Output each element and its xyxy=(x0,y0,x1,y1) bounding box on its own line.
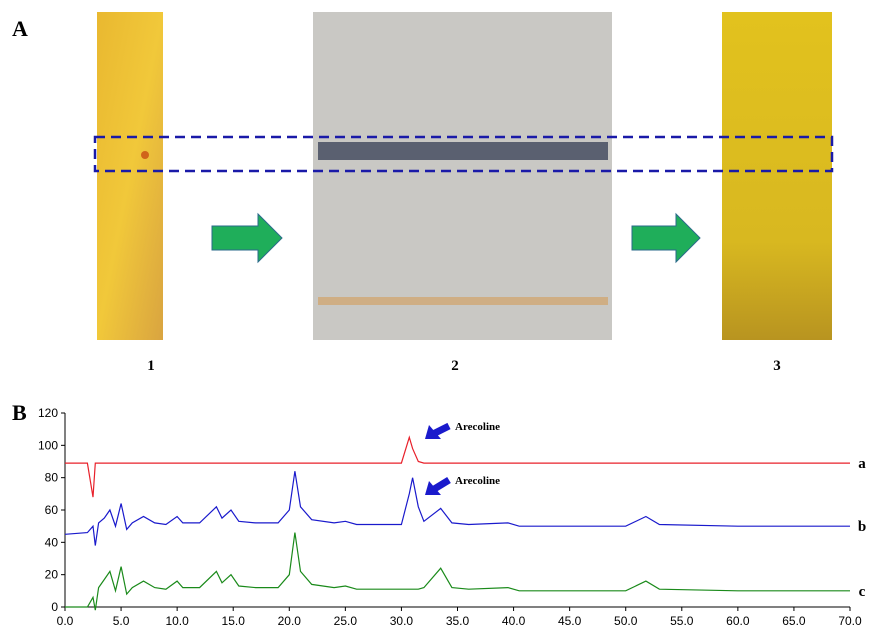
x-tick-label: 65.0 xyxy=(782,614,806,628)
plate-label: 3 xyxy=(773,358,781,374)
x-tick-label: 25.0 xyxy=(334,614,358,628)
x-tick-label: 30.0 xyxy=(390,614,414,628)
x-tick-label: 70.0 xyxy=(838,614,862,628)
arrow xyxy=(631,212,701,264)
plate-label: 1 xyxy=(147,358,155,374)
x-tick-label: 20.0 xyxy=(278,614,302,628)
band xyxy=(318,142,608,160)
annotation-arrowhead xyxy=(425,425,441,439)
panel-label: A xyxy=(12,16,28,41)
series-label: c xyxy=(859,584,866,600)
series-line xyxy=(65,435,850,498)
y-tick-label: 100 xyxy=(38,438,58,452)
dashed-box xyxy=(93,135,834,173)
plate-1 xyxy=(97,12,163,340)
series-line xyxy=(65,532,850,611)
x-tick-label: 60.0 xyxy=(726,614,750,628)
x-tick-label: 35.0 xyxy=(446,614,470,628)
x-tick-label: 50.0 xyxy=(614,614,638,628)
plate-3 xyxy=(722,12,832,340)
series-line xyxy=(64,471,850,546)
band xyxy=(318,297,608,305)
plate-2 xyxy=(313,12,612,340)
annotation-arrowhead xyxy=(425,481,441,495)
y-tick-label: 120 xyxy=(38,406,58,420)
arrow xyxy=(211,212,283,264)
annotation: Arecoline xyxy=(455,475,500,487)
panel-label: B xyxy=(12,400,27,425)
y-tick-label: 60 xyxy=(45,503,59,517)
x-tick-label: 40.0 xyxy=(502,614,526,628)
x-tick-label: 15.0 xyxy=(222,614,246,628)
x-tick-label: 5.0 xyxy=(113,614,130,628)
x-tick-label: 55.0 xyxy=(670,614,694,628)
y-tick-label: 20 xyxy=(45,568,59,582)
x-tick-label: 0.0 xyxy=(57,614,74,628)
y-tick-label: 80 xyxy=(45,471,59,485)
annotation: Arecoline xyxy=(455,421,500,433)
y-tick-label: 0 xyxy=(51,600,58,614)
series-label: a xyxy=(858,456,866,472)
plate-label: 2 xyxy=(451,358,459,374)
x-tick-label: 10.0 xyxy=(165,614,189,628)
series-label: b xyxy=(858,519,866,535)
y-tick-label: 40 xyxy=(45,535,59,549)
x-tick-label: 45.0 xyxy=(558,614,582,628)
spot xyxy=(141,151,149,159)
